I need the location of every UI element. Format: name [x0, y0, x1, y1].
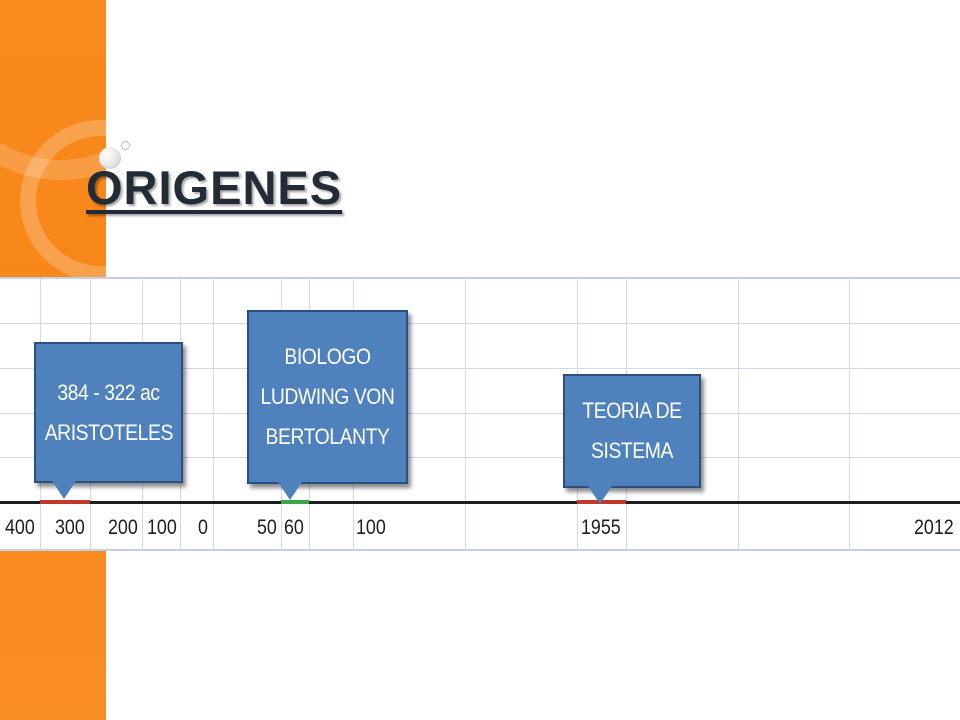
decorative-circle-icon — [99, 147, 121, 169]
callout-line: BERTOLANTY — [265, 424, 390, 449]
callout-line: SISTEMA — [591, 438, 673, 463]
callout-pointer — [52, 481, 76, 499]
tick-label: 60 — [284, 516, 304, 539]
tick-label: 300 — [55, 516, 85, 539]
timeline-image: 400 300 200 100 0 50 60 100 1955 2012 38… — [0, 277, 960, 551]
timeline-axis — [0, 501, 960, 504]
callout-line: LUDWING VON — [260, 384, 395, 409]
tick-label: 1955 — [581, 516, 621, 539]
tick-label: 100 — [356, 516, 386, 539]
grid-line — [849, 279, 850, 549]
tick-label: 50 — [257, 516, 277, 539]
tick-label: 100 — [147, 516, 177, 539]
grid-line — [465, 279, 466, 549]
grid-line — [0, 413, 960, 414]
tick-label: 0 — [198, 516, 208, 539]
callout-pointer — [278, 482, 302, 500]
grid-line — [0, 323, 960, 324]
timeline-segment-red — [40, 500, 90, 504]
tick-label: 2012 — [914, 516, 954, 539]
callout-bertolanty: BIOLOGO LUDWING VON BERTOLANTY — [247, 310, 408, 484]
timeline-segment-green — [281, 500, 309, 504]
grid-line — [738, 279, 739, 549]
callout-line: 384 - 322 ac — [57, 379, 160, 405]
callout-line: ARISTOTELES — [44, 419, 174, 445]
callout-line: TEORIA DE — [582, 398, 682, 423]
grid-line — [0, 368, 960, 369]
decorative-circle-icon — [121, 141, 130, 150]
callout-pointer — [588, 486, 612, 504]
callout-teoria-sistema: TEORIA DE SISTEMA — [563, 374, 701, 488]
callout-line: BIOLOGO — [284, 344, 371, 369]
tick-label: 400 — [5, 516, 35, 539]
tick-label: 200 — [108, 516, 138, 539]
grid-line — [213, 279, 214, 549]
slide-title: ORIGENES — [86, 161, 343, 214]
grid-line — [0, 457, 960, 458]
callout-aristoteles: 384 - 322 ac ARISTOTELES — [34, 342, 183, 483]
